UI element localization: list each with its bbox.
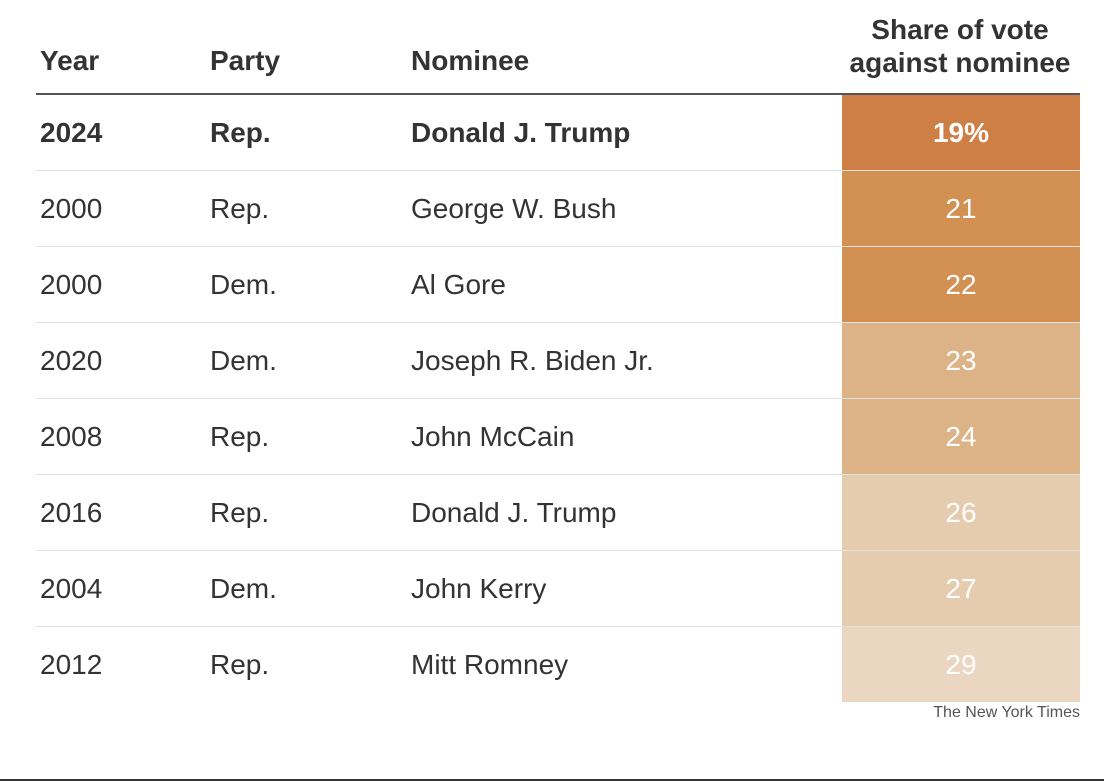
source-credit: The New York Times xyxy=(933,704,1080,721)
cell-year: 2000 xyxy=(40,269,103,300)
cell-share: 24 xyxy=(842,399,1080,474)
cell-share: 21 xyxy=(842,171,1080,246)
table-row: 2012 Rep. Mitt Romney 29 xyxy=(36,627,1080,702)
cell-party: Rep. xyxy=(210,117,271,148)
cell-year: 2004 xyxy=(40,573,103,604)
cell-year: 2016 xyxy=(40,497,103,528)
cell-share: 26 xyxy=(842,475,1080,550)
header-share-line2: against nominee xyxy=(849,47,1071,78)
header-share-line1: Share of vote xyxy=(871,14,1049,45)
table-body: 2024 Rep. Donald J. Trump 19% 2000 Rep. George… xyxy=(36,95,1080,702)
cell-share: 27 xyxy=(842,551,1080,626)
header-nominee: Nominee xyxy=(411,45,530,76)
cell-party: Dem. xyxy=(210,573,277,604)
cell-year: 2000 xyxy=(40,193,103,224)
cell-share: 22 xyxy=(842,247,1080,322)
cell-year: 2020 xyxy=(40,345,103,376)
cell-party: Dem. xyxy=(210,269,277,300)
cell-share: 19% xyxy=(842,95,1080,170)
table-row: 2004 Dem. John Kerry 27 xyxy=(36,551,1080,627)
cell-party: Rep. xyxy=(210,193,270,224)
results-table: Year Party Nominee Share of vote against… xyxy=(36,0,1080,702)
table-header: Year Party Nominee Share of vote against… xyxy=(36,0,1080,95)
cell-year: 2012 xyxy=(40,649,103,680)
cell-share: 29 xyxy=(842,627,1080,702)
cell-nominee: Mitt Romney xyxy=(411,649,569,680)
cell-nominee: Donald J. Trump xyxy=(411,497,617,528)
table-row: 2000 Dem. Al Gore 22 xyxy=(36,247,1080,323)
cell-year: 2024 xyxy=(40,117,103,148)
cell-year: 2008 xyxy=(40,421,103,452)
table-row: 2020 Dem. Joseph R. Biden Jr. 23 xyxy=(36,323,1080,399)
table-row: 2008 Rep. John McCain 24 xyxy=(36,399,1080,475)
bottom-divider xyxy=(0,779,1104,781)
header-party: Party xyxy=(210,45,281,76)
cell-nominee: Al Gore xyxy=(411,269,506,300)
cell-party: Rep. xyxy=(210,649,270,680)
cell-nominee: George W. Bush xyxy=(411,193,617,224)
header-share: Share of vote against nominee xyxy=(840,13,1080,79)
cell-nominee: John McCain xyxy=(411,421,575,452)
cell-share: 23 xyxy=(842,323,1080,398)
header-year: Year xyxy=(40,45,100,76)
table-row: 2016 Rep. Donald J. Trump 26 xyxy=(36,475,1080,551)
table-row: 2024 Rep. Donald J. Trump 19% xyxy=(36,95,1080,171)
cell-party: Rep. xyxy=(210,497,270,528)
cell-nominee: Donald J. Trump xyxy=(411,117,631,148)
cell-nominee: Joseph R. Biden Jr. xyxy=(411,345,654,376)
cell-party: Dem. xyxy=(210,345,277,376)
cell-party: Rep. xyxy=(210,421,270,452)
cell-nominee: John Kerry xyxy=(411,573,547,604)
table-row: 2000 Rep. George W. Bush 21 xyxy=(36,171,1080,247)
